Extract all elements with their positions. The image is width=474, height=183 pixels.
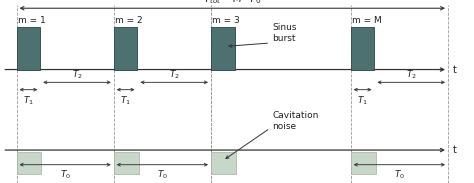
Text: Cavitation
noise: Cavitation noise bbox=[273, 111, 319, 131]
Bar bbox=[211, 27, 235, 70]
Bar bbox=[351, 152, 375, 174]
Bar bbox=[211, 152, 236, 174]
Bar bbox=[114, 152, 138, 174]
Text: $T_0$: $T_0$ bbox=[394, 168, 405, 181]
Text: m = M: m = M bbox=[352, 16, 382, 25]
Bar bbox=[351, 27, 374, 70]
Text: $T_1$: $T_1$ bbox=[120, 94, 131, 107]
Bar bbox=[17, 27, 40, 70]
Text: $T_2$: $T_2$ bbox=[169, 68, 180, 81]
Text: m = 3: m = 3 bbox=[212, 16, 240, 25]
Text: $T_2$: $T_2$ bbox=[72, 68, 82, 81]
Text: $T_0$: $T_0$ bbox=[157, 168, 168, 181]
Text: t: t bbox=[453, 65, 456, 74]
Text: Sinus
burst: Sinus burst bbox=[273, 23, 297, 43]
Text: m = 2: m = 2 bbox=[115, 16, 142, 25]
Text: $T_{tot} = M \cdot T_0$: $T_{tot} = M \cdot T_0$ bbox=[203, 0, 261, 6]
Bar bbox=[17, 152, 42, 174]
Text: $T_2$: $T_2$ bbox=[406, 68, 417, 81]
Text: $T_1$: $T_1$ bbox=[357, 94, 368, 107]
Text: $T_1$: $T_1$ bbox=[23, 94, 34, 107]
Text: t: t bbox=[453, 145, 456, 155]
Bar bbox=[114, 27, 137, 70]
Text: m = 1: m = 1 bbox=[18, 16, 46, 25]
Text: $T_0$: $T_0$ bbox=[60, 168, 71, 181]
